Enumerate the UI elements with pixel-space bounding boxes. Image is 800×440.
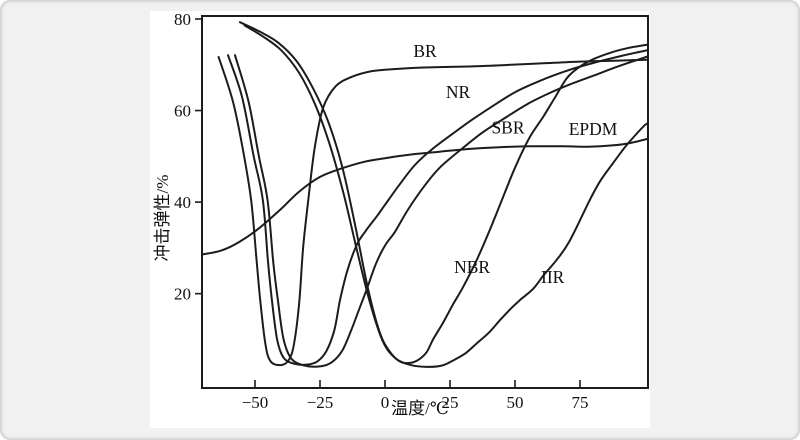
y-tick-label: 20 bbox=[174, 285, 191, 304]
x-tick-label: 25 bbox=[442, 393, 459, 412]
curve-NR bbox=[227, 49, 649, 366]
x-tick-label: −50 bbox=[242, 393, 269, 412]
x-tick-label: −25 bbox=[307, 393, 334, 412]
curve-label-EPDM: EPDM bbox=[569, 119, 618, 139]
curve-label-NBR: NBR bbox=[454, 257, 490, 277]
curve-SBR bbox=[234, 54, 649, 368]
x-tick-label: 0 bbox=[381, 393, 390, 412]
curve-EPDM bbox=[202, 137, 649, 256]
curve-label-IIR: IIR bbox=[541, 267, 565, 287]
y-tick-label: 60 bbox=[174, 102, 191, 121]
plot-border bbox=[201, 15, 649, 389]
y-tick-label: 40 bbox=[174, 193, 191, 212]
curve-label-BR: BR bbox=[413, 41, 437, 61]
plot-panel bbox=[150, 11, 650, 428]
x-tick-label: 75 bbox=[572, 393, 589, 412]
curve-NBR bbox=[238, 21, 649, 365]
curve-BR bbox=[217, 56, 649, 367]
curve-label-SBR: SBR bbox=[491, 117, 524, 137]
curve-IIR bbox=[243, 24, 649, 368]
curve-label-NR: NR bbox=[446, 82, 471, 102]
x-axis-title: 温度/℃ bbox=[391, 399, 449, 418]
y-tick-label: 80 bbox=[174, 10, 191, 29]
x-tick-label: 50 bbox=[507, 393, 524, 412]
